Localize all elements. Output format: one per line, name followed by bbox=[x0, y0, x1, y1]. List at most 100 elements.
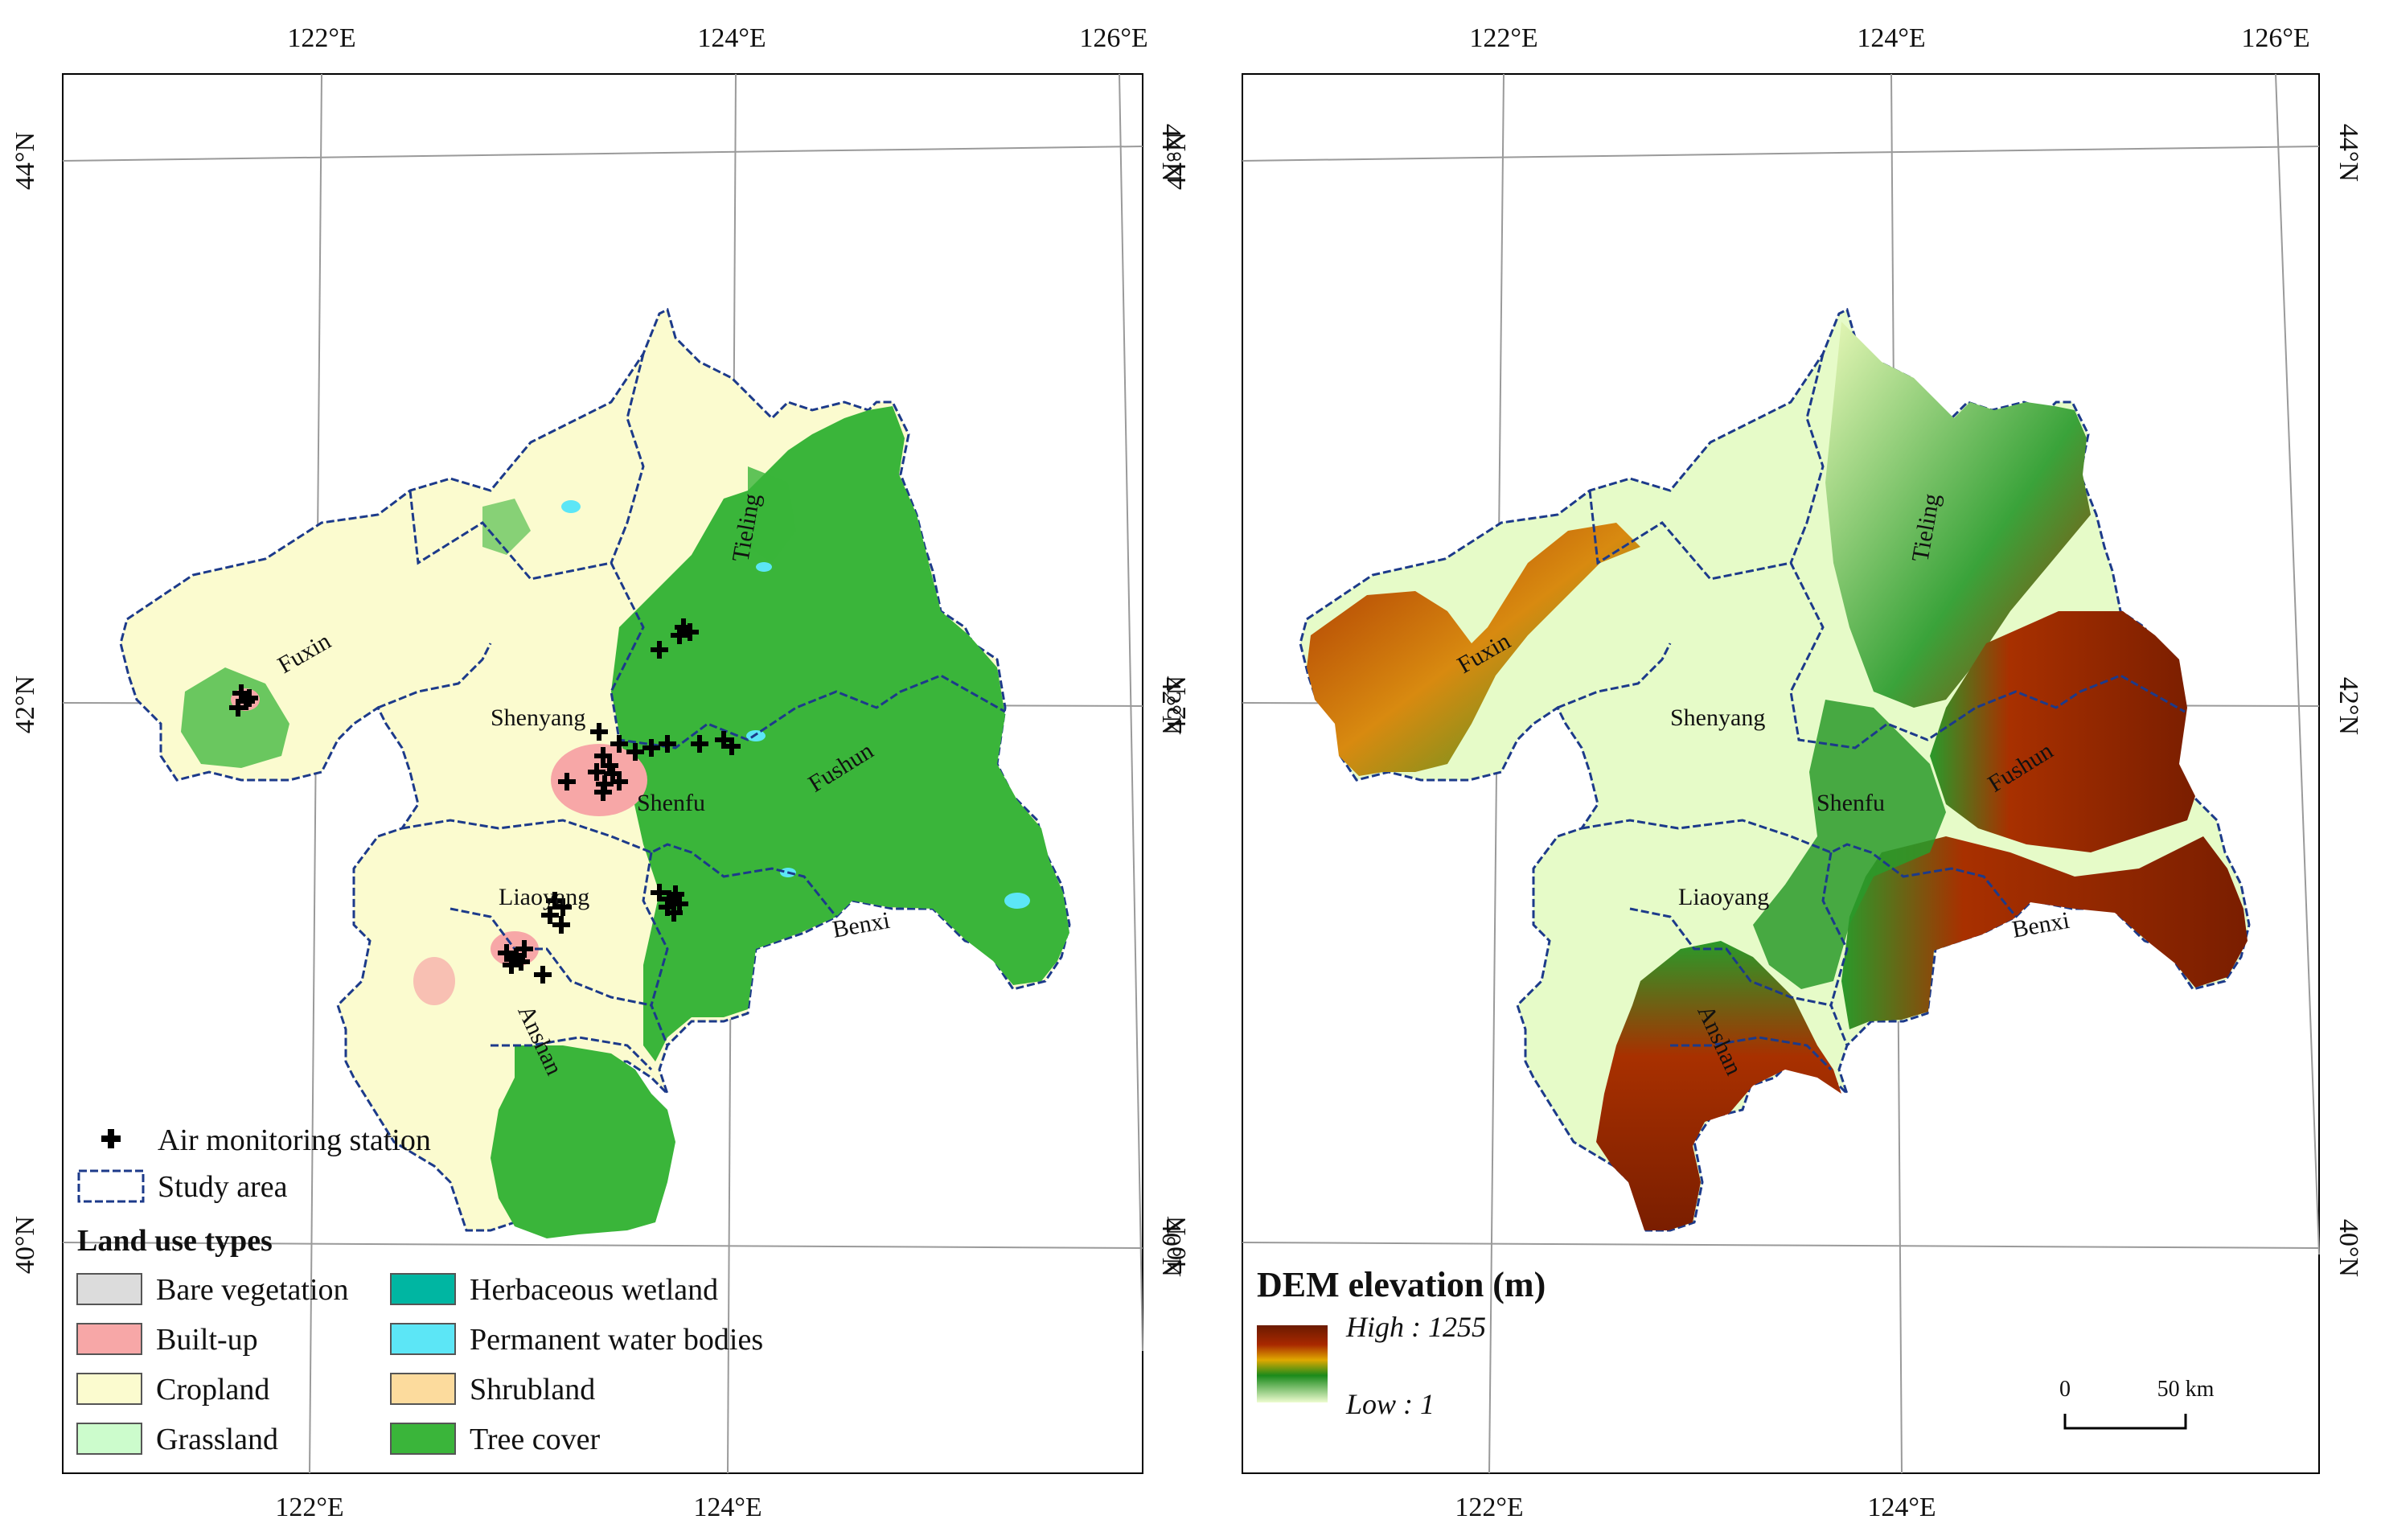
air-monitoring-station-icon bbox=[541, 906, 559, 924]
left-top-tick-124: 124°E bbox=[697, 23, 766, 53]
dem-map-panel: Fuxin Shenyang Tieling Fushun Shenfu Lia… bbox=[1162, 23, 2363, 1522]
city-label-shenfu: Shenfu bbox=[637, 790, 705, 816]
dem-city-label-shenfu: Shenfu bbox=[1817, 790, 1885, 816]
air-monitoring-station-icon bbox=[512, 953, 530, 971]
air-monitoring-station-icon bbox=[240, 689, 258, 707]
left-lat-tick-40-east: 40°N bbox=[1156, 1219, 1186, 1277]
legend-swatch-label: Cropland bbox=[156, 1373, 269, 1407]
air-monitoring-station-icon bbox=[610, 773, 628, 791]
dem-low-label: Low : 1 bbox=[1345, 1388, 1435, 1420]
air-monitoring-station-icon bbox=[665, 904, 683, 922]
city-label-shenyang: Shenyang bbox=[491, 704, 585, 731]
legend-land-use-entry: Permanent water bodies bbox=[390, 1323, 763, 1357]
air-monitoring-station-icon bbox=[558, 773, 576, 791]
left-top-tick-126: 126°E bbox=[1079, 23, 1147, 53]
left-tree-cover-south bbox=[491, 1045, 675, 1238]
right-top-tick-124: 124°E bbox=[1857, 23, 1925, 53]
city-label-liaoyang: Liaoyang bbox=[499, 884, 589, 910]
legend-land-use-entries: Bare vegetation Built-up Cropland Grassland… bbox=[76, 1273, 763, 1456]
air-monitoring-station-icon bbox=[667, 885, 684, 903]
scale-bar-zero: 0 bbox=[2059, 1377, 2071, 1402]
left-tree-cover-fuxin bbox=[181, 667, 289, 768]
air-monitoring-station-icon bbox=[681, 623, 699, 641]
air-monitoring-station-icon bbox=[554, 898, 572, 916]
legend-study-area-label: Study area bbox=[158, 1170, 288, 1204]
right-bottom-tick-124: 124°E bbox=[1867, 1493, 1936, 1522]
legend-swatch bbox=[390, 1373, 456, 1405]
air-monitoring-station-icon bbox=[552, 916, 570, 934]
right-dem-fushun bbox=[1930, 611, 2195, 852]
right-dem-tieling bbox=[1825, 322, 2091, 708]
legend-swatch bbox=[390, 1273, 456, 1305]
legend-land-use-entry: Bare vegetation bbox=[76, 1273, 349, 1307]
legend-land-use-entry: Shrubland bbox=[390, 1373, 595, 1407]
legend-land-use-entry: Tree cover bbox=[390, 1423, 600, 1456]
left-tree-cover-east bbox=[611, 406, 1069, 1062]
dem-color-ramp bbox=[1257, 1325, 1328, 1402]
land-use-map-panel: Fuxin Shenyang Tieling Fushun Shenfu Lia… bbox=[10, 23, 1186, 1522]
dem-high-label: High : 1255 bbox=[1345, 1311, 1486, 1343]
air-monitoring-station-icon bbox=[590, 723, 608, 741]
legend-station-label: Air monitoring station bbox=[158, 1123, 431, 1157]
air-monitoring-station-icon bbox=[503, 956, 520, 974]
left-lat-tick-42-west: 42°N bbox=[10, 676, 40, 733]
legend-swatch bbox=[76, 1273, 142, 1305]
legend-swatch-label: Herbaceous wetland bbox=[470, 1273, 718, 1307]
legend-station-entry: Air monitoring station bbox=[101, 1123, 431, 1157]
air-monitoring-station-icon bbox=[691, 735, 708, 753]
right-lat-tick-42-west: 42°N bbox=[1162, 676, 1192, 733]
air-monitoring-station-icon bbox=[594, 783, 612, 801]
air-monitoring-station-icon bbox=[671, 626, 688, 644]
left-lat-tick-42-east: 42°N bbox=[1156, 677, 1186, 735]
right-dem-anshan bbox=[1596, 941, 1841, 1230]
left-water-bodies bbox=[561, 500, 1030, 909]
air-monitoring-station-icon bbox=[610, 735, 628, 753]
left-district-boundaries bbox=[377, 353, 1006, 1071]
left-tree-cover-tieling bbox=[748, 466, 796, 563]
air-monitoring-station-icon bbox=[659, 735, 676, 753]
legend-swatch bbox=[76, 1423, 142, 1455]
right-lat-tick-44-east: 44°N bbox=[2334, 124, 2363, 182]
right-dem-benxi bbox=[1841, 836, 2248, 1029]
air-monitoring-stations bbox=[229, 618, 741, 984]
legend-land-use-entry: Built-up bbox=[76, 1323, 258, 1357]
legend-land-use-entry: Herbaceous wetland bbox=[390, 1273, 718, 1307]
left-builtup-anshan bbox=[413, 957, 455, 1005]
legend-land-use-entry: Cropland bbox=[76, 1373, 269, 1407]
air-monitoring-station-icon bbox=[651, 641, 668, 659]
legend-swatch-label: Grassland bbox=[156, 1423, 278, 1456]
left-tick-labels: 122°E 124°E 126°E 122°E 124°E 44°N 42°N … bbox=[10, 23, 1186, 1522]
left-top-tick-122: 122°E bbox=[287, 23, 355, 53]
right-lat-tick-40-west: 40°N bbox=[1162, 1216, 1192, 1274]
legend-swatch-label: Permanent water bodies bbox=[470, 1323, 763, 1357]
right-lat-tick-40-east: 40°N bbox=[2334, 1219, 2363, 1277]
scale-bar-line bbox=[2063, 1414, 2187, 1430]
legend-swatch bbox=[76, 1373, 142, 1405]
air-monitoring-station-icon bbox=[588, 763, 606, 781]
air-monitoring-station-icon bbox=[651, 884, 668, 901]
legend-station-icon bbox=[101, 1129, 121, 1148]
air-monitoring-station-icon bbox=[723, 737, 741, 755]
legend-swatch bbox=[390, 1323, 456, 1355]
legend-land-use-title: Land use types bbox=[77, 1224, 273, 1258]
legend-swatch bbox=[390, 1423, 456, 1455]
legend-swatch-label: Bare vegetation bbox=[156, 1273, 349, 1307]
right-top-tick-126: 126°E bbox=[2241, 23, 2309, 53]
left-lat-tick-44-east: 44°N bbox=[1156, 124, 1186, 182]
left-bottom-tick-122: 122°E bbox=[275, 1493, 343, 1522]
right-lat-tick-42-east: 42°N bbox=[2334, 677, 2363, 735]
right-lat-tick-44-west: 44°N bbox=[1162, 132, 1192, 190]
legend-land-use-entry: Grassland bbox=[76, 1423, 278, 1456]
left-lat-tick-40-west: 40°N bbox=[10, 1216, 40, 1274]
legend-study-area-swatch bbox=[77, 1169, 145, 1203]
air-monitoring-station-icon bbox=[626, 743, 644, 761]
left-tree-cover-northwest bbox=[482, 499, 531, 555]
air-monitoring-station-icon bbox=[594, 747, 612, 765]
legend-swatch bbox=[76, 1323, 142, 1355]
left-bottom-tick-124: 124°E bbox=[693, 1493, 762, 1522]
right-dem-fuxin bbox=[1307, 523, 1640, 776]
dem-city-label-liaoyang: Liaoyang bbox=[1678, 884, 1769, 910]
air-monitoring-station-icon bbox=[642, 739, 660, 757]
